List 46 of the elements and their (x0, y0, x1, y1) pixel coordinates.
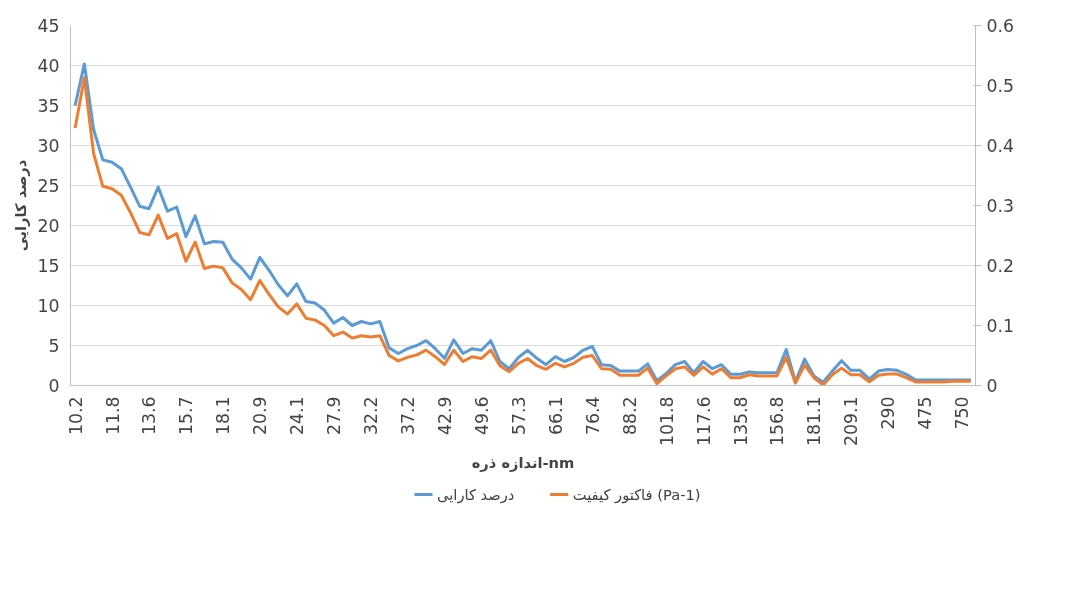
y-tick-label: 35 (37, 96, 60, 116)
x-tick-label: 475 (915, 396, 936, 430)
y-tick-label: 20 (37, 216, 60, 236)
y-tick-label: 40 (37, 56, 60, 76)
x-axis-title: اندازه ذره-nm (471, 454, 575, 473)
x-tick-label: 24.1 (287, 396, 308, 436)
x-tick-label: 10.2 (65, 396, 86, 436)
x-tick-label: 156.8 (767, 396, 788, 447)
y2-tick-label: 0.3 (986, 196, 1015, 216)
y2-tick-label: 0.2 (986, 256, 1015, 276)
y2-tick-label: 0.6 (986, 16, 1015, 36)
y-tick-label: 5 (48, 336, 60, 356)
y2-tick-label: 0 (986, 376, 998, 396)
x-tick-label: 27.9 (324, 396, 345, 436)
x-tick-label: 32.2 (361, 396, 382, 436)
y2-tick-label: 0.5 (986, 76, 1015, 96)
x-tick-label: 42.9 (435, 396, 456, 436)
y-tick-label: 25 (37, 176, 60, 196)
x-tick-label: 76.4 (582, 396, 603, 436)
x-tick-label: 750 (952, 396, 973, 430)
x-tick-label: 18.1 (213, 396, 234, 436)
x-tick-label: 290 (878, 396, 899, 430)
x-tick-label: 66.1 (545, 396, 566, 436)
y-tick-label: 10 (37, 296, 60, 316)
legend-label: فاکتور کیفیت (Pa-1) (572, 486, 701, 504)
x-tick-label: 20.9 (250, 396, 271, 436)
x-tick-label: 15.7 (176, 396, 197, 436)
x-tick-label: 11.8 (102, 396, 123, 436)
y-tick-label: 30 (37, 136, 60, 156)
y-tick-label: 15 (37, 256, 60, 276)
y-tick-label: 0 (48, 376, 60, 396)
x-tick-label: 88.2 (619, 396, 640, 436)
x-tick-label: 135.8 (730, 396, 751, 447)
x-tick-label: 37.2 (398, 396, 419, 436)
y2-tick-label: 0.4 (986, 136, 1015, 156)
x-tick-label: 49.6 (471, 396, 492, 436)
x-tick-label: 101.8 (656, 396, 677, 447)
legend-label: درصد کارایی (437, 486, 515, 504)
x-tick-label: 117.6 (693, 396, 714, 447)
y2-tick-label: 0.1 (986, 316, 1015, 336)
x-tick-label: 57.3 (508, 396, 529, 436)
y-axis-title: درصد کارایی (12, 159, 31, 252)
y-tick-label: 45 (37, 16, 60, 36)
x-tick-label: 13.6 (139, 396, 160, 436)
x-tick-label: 181.1 (804, 396, 825, 447)
x-tick-label: 209.1 (841, 396, 862, 447)
